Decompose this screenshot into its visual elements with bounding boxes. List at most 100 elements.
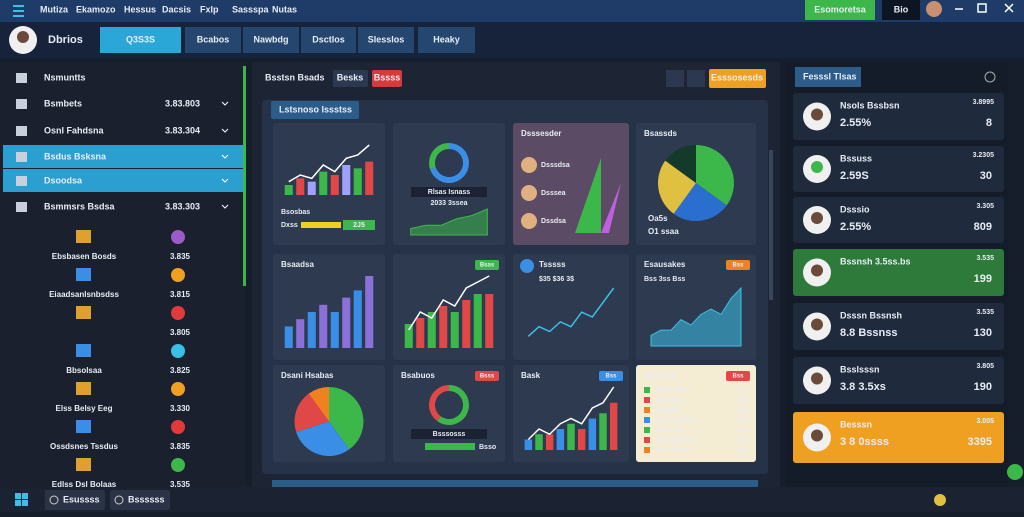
row-label: Bsssdss Bsss — [656, 438, 697, 444]
bar — [588, 418, 597, 450]
toolbar-title: Bsstsn Bsads — [265, 72, 325, 82]
footer-badge — [343, 220, 375, 230]
sub-icon — [76, 230, 91, 243]
legend-item: O1 ssaa — [648, 227, 679, 236]
widget-title: Bsaadsa — [281, 260, 314, 269]
area — [410, 208, 488, 236]
sub-label: Eiaadsanlsnbsdss — [49, 290, 119, 299]
bar — [296, 178, 305, 195]
card[interactable] — [793, 303, 1004, 350]
nav-label[interactable]: Bsdus Bsksna — [44, 151, 107, 161]
sub-badge — [171, 306, 185, 320]
nav-label[interactable]: Osnl Fahdsna — [44, 125, 105, 135]
widget — [636, 365, 756, 462]
nav-label[interactable]: Bsmbets — [44, 98, 82, 108]
toolbar-button[interactable] — [333, 70, 368, 87]
tab[interactable] — [418, 27, 475, 53]
alert-button[interactable] — [372, 70, 402, 87]
sub-icon — [76, 420, 91, 433]
row-swatch — [644, 417, 650, 423]
widget-badge-label: Bss — [605, 374, 617, 380]
sub-icon — [76, 382, 91, 395]
tab[interactable] — [100, 27, 181, 53]
line — [527, 386, 615, 441]
donut-slice — [429, 143, 469, 183]
card-small: 30 — [980, 170, 992, 182]
task-button[interactable] — [45, 490, 105, 510]
menu-item[interactable]: Nutas — [272, 4, 297, 14]
line — [288, 144, 370, 183]
card-small: 130 — [974, 327, 992, 339]
user-avatar[interactable] — [926, 1, 942, 17]
card-stat: 3.305 — [976, 203, 994, 210]
row-value: 3.30 — [736, 418, 748, 424]
card[interactable] — [793, 93, 1004, 140]
card-face — [811, 212, 823, 224]
card-small: 809 — [974, 221, 992, 233]
nav-label[interactable]: Dsoodsa — [44, 175, 83, 185]
nav-icon — [16, 202, 27, 212]
menu-item[interactable]: Ekamozo — [76, 4, 116, 14]
menu-item[interactable]: Dacsis — [162, 4, 191, 14]
row-label: Bssssl Bssss — [656, 418, 695, 424]
card-stat: 3.8995 — [973, 99, 995, 106]
sub-value: 3.535 — [170, 480, 191, 489]
row-swatch — [644, 427, 650, 433]
card[interactable] — [793, 412, 1004, 463]
nav-label[interactable]: Nsmuntts — [44, 72, 86, 82]
sub-icon — [76, 458, 91, 471]
menu-icon[interactable] — [13, 5, 24, 17]
bar — [485, 294, 494, 348]
toolbar-action[interactable] — [709, 69, 766, 88]
window-button[interactable] — [882, 0, 920, 20]
start-icon[interactable] — [15, 493, 28, 506]
window-label: Bio — [894, 4, 909, 14]
progress — [301, 222, 341, 228]
card-small: 190 — [974, 381, 992, 393]
row-swatch — [644, 387, 650, 393]
card-stat: 3.535 — [976, 309, 994, 316]
bar — [307, 181, 316, 195]
widget-badge — [599, 371, 623, 381]
row-label: Bsssdss — [656, 408, 681, 414]
card[interactable] — [793, 357, 1004, 404]
bar — [609, 402, 618, 450]
pie-slice — [294, 393, 329, 433]
menu-item[interactable]: Mutiza — [40, 4, 69, 14]
panel-title: Lstsnoso Issstss — [279, 104, 352, 114]
task-button[interactable] — [110, 490, 170, 510]
alert-button-label: Bssss — [374, 72, 401, 82]
card[interactable] — [793, 197, 1004, 243]
fab[interactable] — [1007, 464, 1023, 480]
widget-badge — [726, 260, 750, 270]
list-item: Dsssdsa — [541, 162, 570, 169]
card[interactable] — [793, 146, 1004, 192]
right-title: Fesssl Tlsas — [803, 71, 857, 81]
card-stat: 3.2305 — [973, 152, 995, 159]
card-value: 2.55% — [840, 221, 871, 233]
tab[interactable] — [185, 27, 241, 53]
action-button[interactable] — [805, 0, 875, 20]
line — [527, 287, 615, 337]
icon-button[interactable] — [687, 70, 705, 87]
card-face — [811, 264, 823, 277]
row-swatch — [644, 407, 650, 413]
tab[interactable] — [358, 27, 414, 53]
bar — [319, 171, 328, 195]
nav-label[interactable]: Bsmmsrs Bsdsa — [44, 201, 116, 211]
menu-item[interactable]: Fxlp — [200, 4, 219, 14]
label-box — [411, 187, 487, 197]
menu-item[interactable]: Hessus — [124, 4, 156, 14]
sub-badge — [171, 344, 185, 358]
icon-button[interactable] — [666, 70, 684, 87]
card-name: Nsols Bssbsn — [840, 100, 900, 110]
card[interactable] — [793, 249, 1004, 296]
menu-item[interactable]: Sassspa — [232, 4, 270, 14]
donut-slice — [437, 385, 469, 425]
nav-icon — [16, 73, 27, 83]
tab[interactable] — [301, 27, 356, 53]
right-icon[interactable] — [984, 71, 996, 83]
widget-title: Dsani Hsabas — [281, 371, 334, 380]
tab[interactable] — [243, 27, 299, 53]
